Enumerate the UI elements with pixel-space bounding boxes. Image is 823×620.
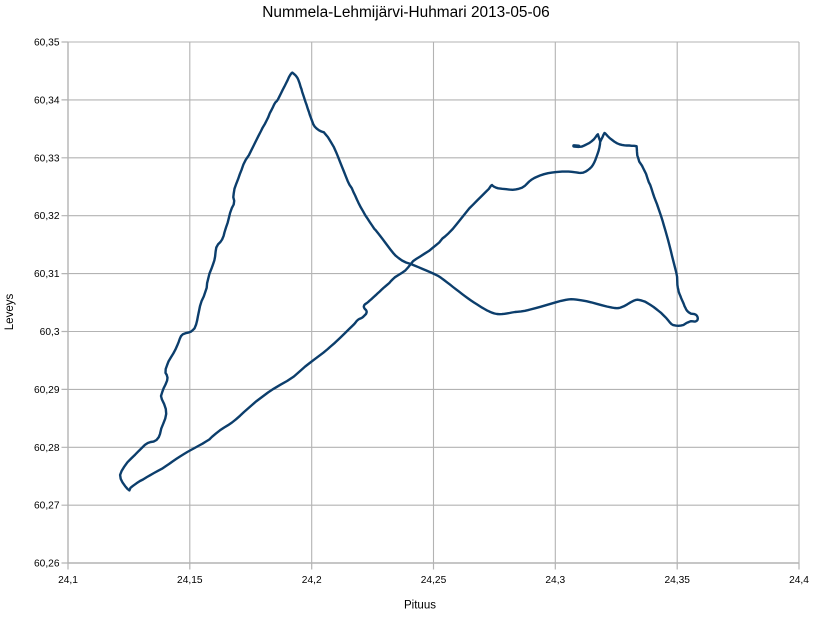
svg-text:60,27: 60,27 — [34, 501, 60, 512]
svg-text:24,3: 24,3 — [545, 575, 565, 586]
svg-text:24,4: 24,4 — [789, 575, 809, 586]
svg-text:24,1: 24,1 — [58, 575, 78, 586]
svg-text:Pituus: Pituus — [404, 600, 436, 612]
svg-text:60,33: 60,33 — [34, 153, 60, 164]
svg-text:24,25: 24,25 — [421, 575, 447, 586]
svg-text:Nummela-Lehmijärvi-Huhmari 201: Nummela-Lehmijärvi-Huhmari 2013-05-06 — [262, 4, 549, 21]
svg-text:60,35: 60,35 — [34, 38, 60, 49]
svg-text:24,15: 24,15 — [177, 575, 203, 586]
svg-text:60,29: 60,29 — [34, 385, 60, 396]
svg-text:24,2: 24,2 — [302, 575, 322, 586]
svg-text:60,34: 60,34 — [34, 95, 60, 106]
svg-text:60,26: 60,26 — [34, 559, 60, 570]
svg-text:60,31: 60,31 — [34, 269, 60, 280]
svg-text:Leveys: Leveys — [4, 294, 16, 331]
svg-text:24,35: 24,35 — [664, 575, 690, 586]
svg-text:60,28: 60,28 — [34, 443, 60, 454]
svg-text:60,3: 60,3 — [40, 327, 60, 338]
svg-text:60,32: 60,32 — [34, 211, 60, 222]
